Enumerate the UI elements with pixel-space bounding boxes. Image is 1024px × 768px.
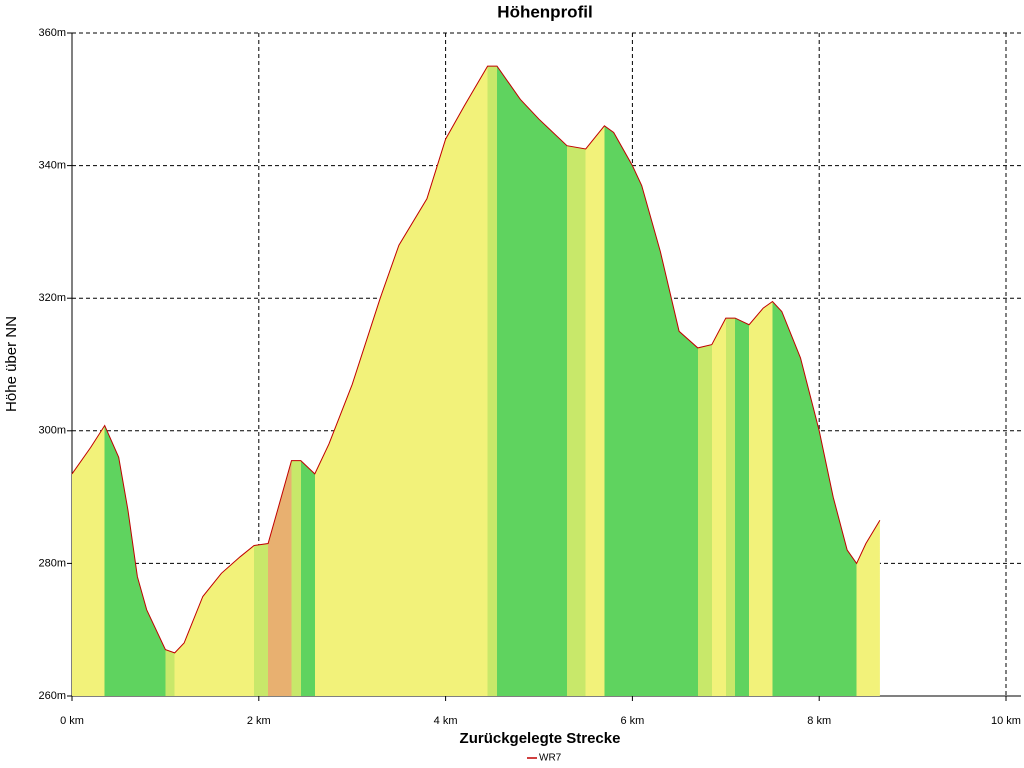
- x-tick-label: 4 km: [434, 715, 458, 727]
- y-tick-label: 260m: [38, 690, 66, 702]
- y-tick-label: 300m: [38, 425, 66, 437]
- y-tick-label: 360m: [38, 27, 66, 39]
- x-tick-label: 6 km: [620, 715, 644, 727]
- y-axis-title: Höhe über NN: [3, 316, 20, 412]
- y-tick-label: 320m: [38, 292, 66, 304]
- line: [71, 65, 881, 654]
- x-tick-label: 10 km: [991, 715, 1021, 727]
- x-tick-label: 8 km: [807, 715, 831, 727]
- y-tick-label: 280m: [38, 557, 66, 569]
- y-tick-label: 340m: [38, 160, 66, 172]
- x-axis-title: Zurückgelegte Strecke: [460, 730, 621, 747]
- area: [72, 66, 880, 697]
- legend-label: WR7: [539, 753, 562, 764]
- x-tick-label: 0 km: [60, 715, 84, 727]
- chart-title: Höhenprofil: [497, 2, 592, 21]
- x-tick-label: 2 km: [247, 715, 271, 727]
